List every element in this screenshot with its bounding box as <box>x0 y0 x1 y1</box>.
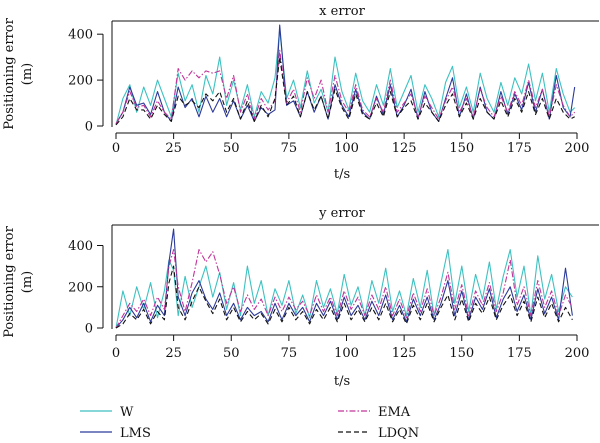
x-error-ylabel-line1: Positioning error <box>2 17 17 129</box>
x-error-panel: x error Positioning error (m) 0 25 50 75 100… <box>2 4 599 182</box>
x-error-x-tick-label-50: 50 <box>223 141 240 156</box>
y-error-title: y error <box>318 206 365 221</box>
x-error-x-tick-label-175: 175 <box>507 141 532 156</box>
x-error-series-w-line <box>115 29 576 126</box>
y-error-series-ldqn-line <box>115 265 573 329</box>
x-error-series <box>115 24 576 126</box>
y-error-ylabel-line1: Positioning error <box>2 225 17 337</box>
legend-item-ldqn: LDQN <box>338 426 419 441</box>
y-error-x-tick-label-50: 50 <box>223 346 240 361</box>
y-error-axes: 0 25 50 75 100 125 150 175 200 0 200 400 <box>68 224 599 361</box>
y-error-x-tick-label-150: 150 <box>449 346 474 361</box>
x-error-x-tick-label-75: 75 <box>281 141 298 156</box>
x-error-y-tick-label-0: 0 <box>85 120 93 135</box>
legend-label-ldqn: LDQN <box>378 426 419 441</box>
y-error-x-tick-label-200: 200 <box>565 346 590 361</box>
y-error-series-lms-line <box>115 228 573 329</box>
y-error-panel: y error Positioning error (m) 0 25 50 75 100… <box>2 206 599 389</box>
x-error-x-tick-label-0: 0 <box>112 141 120 156</box>
x-error-y-tick-label-200: 200 <box>68 74 93 89</box>
y-error-x-tick-label-75: 75 <box>281 346 298 361</box>
y-error-xlabel: t/s <box>334 374 350 389</box>
x-error-ylabel-line2: (m) <box>20 63 35 85</box>
y-error-series-w-line <box>115 249 573 329</box>
y-error-y-tick-label-200: 200 <box>68 280 93 295</box>
x-error-xlabel: t/s <box>334 167 350 182</box>
y-error-x-tick-label-25: 25 <box>165 346 182 361</box>
y-error-series <box>115 228 573 329</box>
x-error-x-tick-label-100: 100 <box>334 141 359 156</box>
x-error-x-tick-label-25: 25 <box>165 141 182 156</box>
y-error-ylabel-line2: (m) <box>20 271 35 293</box>
y-error-series-ema-line <box>115 249 573 329</box>
legend: W LMS EMA LDQN <box>80 405 419 441</box>
x-error-y-tick-label-400: 400 <box>68 28 93 43</box>
y-error-y-tick-label-0: 0 <box>85 322 93 337</box>
x-error-x-tick-label-125: 125 <box>392 141 417 156</box>
x-error-title: x error <box>319 4 365 19</box>
y-error-x-tick-label-100: 100 <box>334 346 359 361</box>
y-error-y-tick-label-400: 400 <box>68 239 93 254</box>
y-error-x-tick-label-125: 125 <box>392 346 417 361</box>
legend-label-w: W <box>120 405 134 420</box>
legend-item-lms: LMS <box>80 426 151 441</box>
x-error-x-tick-label-150: 150 <box>449 141 474 156</box>
x-error-series-ldqn-line <box>115 56 575 126</box>
legend-item-w: W <box>80 405 134 420</box>
legend-label-ema: EMA <box>378 405 411 420</box>
legend-label-lms: LMS <box>120 426 151 441</box>
x-error-x-tick-label-200: 200 <box>565 141 590 156</box>
y-error-x-tick-label-175: 175 <box>507 346 532 361</box>
x-error-axes: 0 25 50 75 100 125 150 175 200 0 200 400 <box>68 20 599 156</box>
legend-item-ema: EMA <box>338 405 411 420</box>
x-error-series-ema-line <box>115 49 576 124</box>
y-error-x-tick-label-0: 0 <box>112 346 120 361</box>
